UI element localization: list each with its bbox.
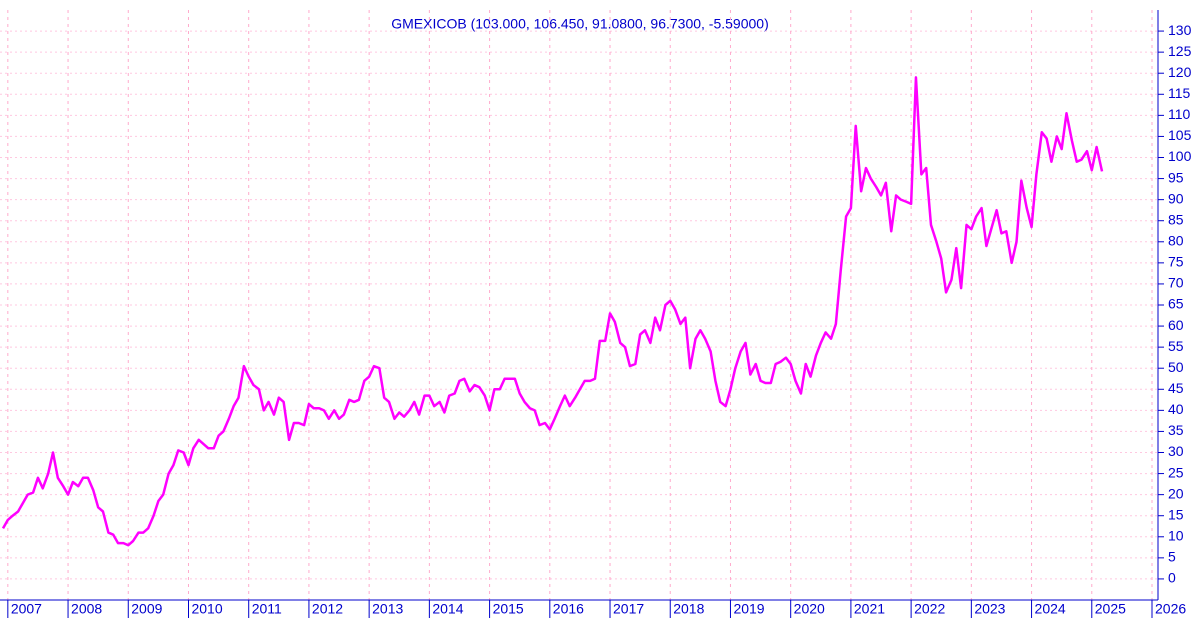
- y-tick-label: 105: [1168, 127, 1192, 143]
- x-tick-label: 2007: [11, 601, 42, 617]
- y-tick-label: 5: [1168, 549, 1176, 565]
- y-tick-label: 90: [1168, 190, 1184, 206]
- y-tick-label: 110: [1168, 106, 1191, 122]
- y-tick-label: 115: [1168, 85, 1191, 101]
- y-tick-label: 120: [1168, 64, 1192, 80]
- x-tick-label: 2024: [1035, 601, 1066, 617]
- x-tick-label: 2026: [1155, 601, 1186, 617]
- x-tick-label: 2021: [854, 601, 885, 617]
- x-tick-label: 2023: [974, 601, 1005, 617]
- y-tick-label: 80: [1168, 232, 1184, 248]
- x-tick-label: 2018: [673, 601, 704, 617]
- y-tick-label: 70: [1168, 275, 1184, 291]
- chart-title: GMEXICOB (103.000, 106.450, 91.0800, 96.…: [391, 16, 768, 32]
- y-tick-label: 130: [1168, 22, 1192, 38]
- y-tick-label: 55: [1168, 338, 1184, 354]
- x-tick-label: 2025: [1095, 601, 1126, 617]
- y-tick-label: 65: [1168, 296, 1184, 312]
- y-tick-label: 85: [1168, 211, 1184, 227]
- y-tick-label: 100: [1168, 148, 1192, 164]
- x-tick-label: 2009: [131, 601, 162, 617]
- y-tick-label: 60: [1168, 317, 1184, 333]
- x-tick-label: 2008: [71, 601, 102, 617]
- y-tick-label: 75: [1168, 254, 1184, 270]
- y-tick-label: 10: [1168, 527, 1184, 543]
- y-tick-label: 30: [1168, 443, 1184, 459]
- x-tick-label: 2017: [613, 601, 644, 617]
- y-tick-label: 35: [1168, 422, 1184, 438]
- x-tick-label: 2022: [914, 601, 945, 617]
- x-tick-label: 2014: [432, 601, 463, 617]
- x-tick-label: 2013: [372, 601, 403, 617]
- y-tick-label: 45: [1168, 380, 1184, 396]
- x-tick-label: 2015: [493, 601, 524, 617]
- y-tick-label: 95: [1168, 169, 1184, 185]
- y-tick-label: 25: [1168, 464, 1184, 480]
- y-tick-label: 125: [1168, 43, 1192, 59]
- price-line: [1, 76, 1104, 547]
- y-tick-label: 50: [1168, 359, 1184, 375]
- y-tick-label: 20: [1168, 485, 1184, 501]
- y-tick-label: 0: [1168, 570, 1176, 586]
- x-tick-label: 2016: [553, 601, 584, 617]
- x-tick-label: 2010: [191, 601, 222, 617]
- y-tick-label: 15: [1168, 506, 1184, 522]
- y-tick-label: 40: [1168, 401, 1184, 417]
- x-tick-label: 2011: [252, 601, 282, 617]
- x-tick-label: 2012: [312, 601, 343, 617]
- x-tick-label: 2019: [733, 601, 764, 617]
- x-tick-label: 2020: [794, 601, 825, 617]
